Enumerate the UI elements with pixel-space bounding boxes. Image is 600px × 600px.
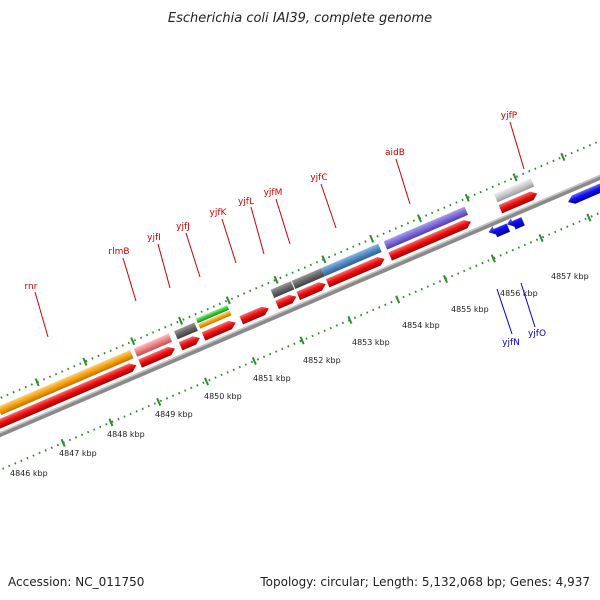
forward-feature-track (0, 178, 535, 416)
feature-yjfp-region[interactable] (493, 178, 535, 203)
scale-label: 4853 kbp (352, 338, 390, 347)
cds-yjfi[interactable] (178, 334, 202, 351)
genome-summary-text: Topology: circular; Length: 5,132,068 bp… (259, 575, 590, 589)
cds-yjfc[interactable] (325, 255, 387, 288)
backbone-highlight (0, 160, 600, 446)
map-title: Escherichia coli IAI39, complete genome (168, 11, 432, 26)
gene-label[interactable]: rlmB (108, 247, 129, 257)
feature-yjfi-region[interactable] (174, 322, 198, 340)
cds-rnr[interactable] (0, 361, 138, 434)
cds-yjfn[interactable] (487, 221, 511, 240)
scale-label: 4849 kbp (155, 410, 193, 419)
scale-labels: 4846 kbp 4847 kbp 4848 kbp 4849 kbp 4850… (10, 272, 589, 478)
gene-label[interactable]: yjfI (147, 233, 161, 243)
feature-rlmb-region[interactable] (133, 333, 173, 357)
forward-cds-track (0, 189, 539, 434)
scale-label: 4857 kbp (551, 272, 589, 281)
scale-label: 4847 kbp (59, 449, 97, 458)
reverse-gene-labels: yjfN yjfO (502, 329, 546, 348)
gene-label[interactable]: yjfL (238, 197, 254, 207)
feature-rnr-region[interactable] (0, 350, 134, 416)
gene-label[interactable]: rnr (25, 282, 38, 292)
scale-label: 4846 kbp (10, 469, 48, 478)
cds-yjfk[interactable] (239, 304, 270, 325)
reverse-leader-lines (496, 282, 536, 335)
gene-label[interactable]: yjfM (264, 188, 283, 198)
scale-label: 4852 kbp (303, 356, 341, 365)
gene-label[interactable]: yjfN (502, 338, 520, 348)
feature-yjfj-region[interactable] (198, 310, 232, 329)
scale-label: 4850 kbp (204, 392, 242, 401)
forward-leader-lines (34, 121, 525, 338)
scale-label: 4855 kbp (451, 305, 489, 314)
gene-label[interactable]: yjfO (528, 329, 546, 339)
genome-backbone (0, 160, 600, 450)
outer-tick-ruler (0, 139, 600, 410)
gene-label[interactable]: yjfJ (176, 222, 190, 232)
cds-yjfp[interactable] (498, 189, 539, 214)
scale-label: 4848 kbp (107, 430, 145, 439)
gene-label[interactable]: yjfK (210, 208, 228, 218)
feature-yjfj-rna[interactable] (195, 305, 230, 324)
feature-yjfc-region[interactable] (321, 243, 382, 277)
reverse-cds-track (487, 168, 600, 240)
forward-gene-labels: rnr rlmB yjfI yjfJ yjfK yjfL yjfM yjfC a… (25, 111, 518, 292)
scale-label: 4851 kbp (253, 374, 291, 383)
inner-major-ticks (60, 213, 592, 447)
cds-rlmb[interactable] (138, 345, 176, 368)
feature-yjfm-region[interactable] (291, 268, 325, 289)
cds-yjfj[interactable] (201, 319, 238, 341)
gene-label[interactable]: aidB (385, 148, 405, 158)
inner-tick-ruler (2, 200, 600, 470)
scale-label: 4856 kbp (500, 289, 538, 298)
outer-major-ticks (34, 152, 566, 387)
cds-yjfo[interactable] (505, 214, 525, 231)
map-track-group (0, 139, 600, 470)
cds-yjfl[interactable] (275, 293, 298, 310)
scale-label: 4854 kbp (402, 321, 440, 330)
cds-yjfm[interactable] (296, 280, 327, 300)
accession-text: Accession: NC_011750 (8, 575, 144, 589)
gene-label[interactable]: yjfC (310, 173, 327, 183)
feature-aidb-region[interactable] (383, 206, 469, 250)
gene-label[interactable]: yjfP (501, 111, 518, 121)
cds-reverse-edge[interactable] (566, 168, 600, 206)
cds-aidb[interactable] (388, 218, 472, 261)
feature-yjfl-region[interactable] (270, 281, 295, 299)
